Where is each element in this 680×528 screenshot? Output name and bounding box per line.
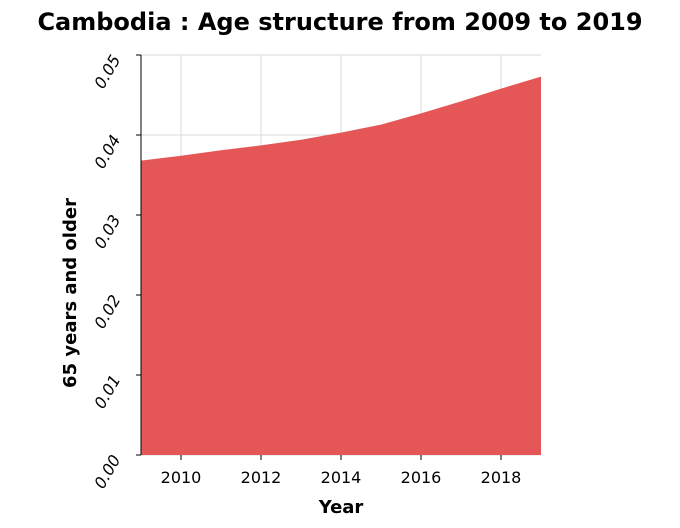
y-tick-label-1: 0.01 [90, 372, 124, 412]
x-axis-title: Year [318, 497, 364, 518]
y-tick-label-0: 0.00 [90, 452, 124, 492]
x-tick-label-2: 2014 [321, 468, 362, 487]
x-tick-label-1: 2012 [241, 468, 282, 487]
area-fill [141, 76, 541, 455]
axes [136, 54, 502, 460]
chart-title: Cambodia : Age structure from 2009 to 20… [37, 8, 642, 36]
x-tick-label-4: 2018 [481, 468, 522, 487]
y-tick-label-4: 0.04 [90, 132, 124, 172]
x-tick-label-0: 2010 [161, 468, 202, 487]
y-tick-label-3: 0.03 [90, 212, 124, 252]
y-tick-label-2: 0.02 [90, 292, 124, 332]
y-tick-label-5: 0.05 [90, 52, 124, 92]
y-tick-labels: 0.00 0.01 0.02 0.03 0.04 0.05 [90, 52, 124, 492]
x-tick-labels: 2010 2012 2014 2016 2018 [161, 468, 522, 487]
area-series [141, 76, 541, 455]
y-axis-title: 65 years and older [60, 198, 81, 388]
x-tick-label-3: 2016 [401, 468, 442, 487]
